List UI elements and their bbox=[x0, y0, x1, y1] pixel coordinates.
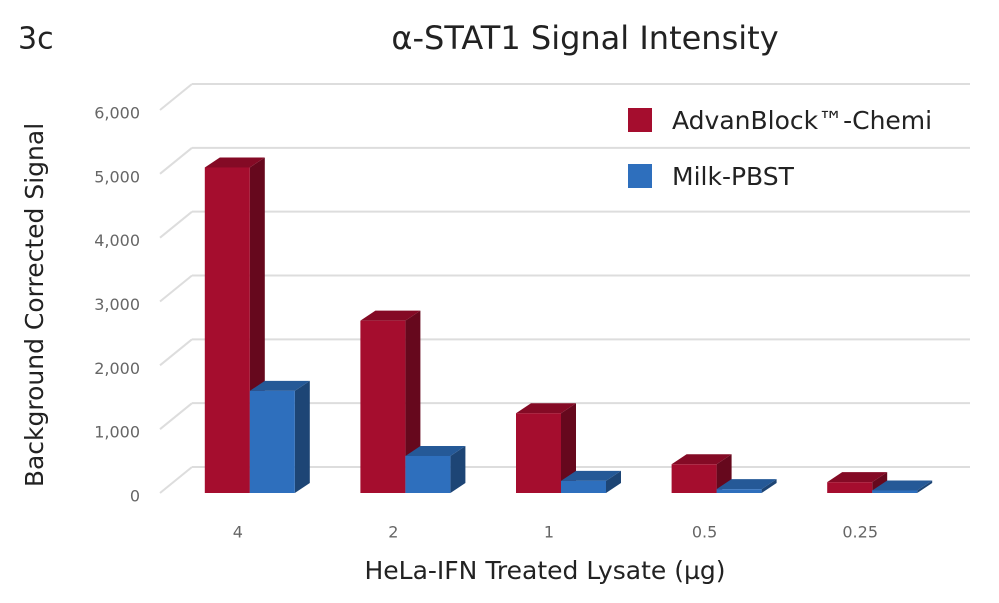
y-tick-label: 4,000 bbox=[94, 231, 140, 250]
y-tick-label: 2,000 bbox=[94, 359, 140, 378]
bar-side bbox=[294, 380, 310, 493]
bar-side bbox=[561, 403, 576, 493]
grid-line bbox=[159, 83, 193, 111]
x-tick-label: 0.25 bbox=[842, 523, 878, 542]
bar bbox=[405, 455, 451, 493]
bar bbox=[827, 482, 873, 493]
bar bbox=[249, 390, 295, 493]
x-tick-label: 0.5 bbox=[692, 523, 717, 542]
legend-label: AdvanBlock™-Chemi bbox=[672, 106, 932, 135]
y-tick-label: 3,000 bbox=[94, 295, 140, 314]
bar bbox=[204, 167, 250, 493]
legend-swatch bbox=[628, 164, 652, 188]
bar-side bbox=[872, 472, 888, 493]
bar bbox=[360, 320, 406, 493]
bar-side bbox=[761, 479, 777, 493]
bar bbox=[671, 464, 717, 493]
bar bbox=[872, 490, 918, 493]
grid-line bbox=[159, 147, 193, 175]
bar-top bbox=[204, 157, 265, 168]
panel-label: 3c bbox=[18, 22, 54, 57]
y-tick-label: 1,000 bbox=[94, 423, 140, 442]
bar-top bbox=[716, 479, 777, 490]
chart-title: α-STAT1 Signal Intensity bbox=[391, 19, 778, 57]
bar-side bbox=[606, 470, 621, 493]
legend-label: Milk-PBST bbox=[672, 162, 795, 191]
grid-line bbox=[159, 274, 193, 303]
bar-side bbox=[405, 310, 421, 493]
legend-swatch bbox=[628, 108, 652, 132]
bar-top bbox=[360, 310, 421, 321]
grid-line bbox=[159, 466, 193, 494]
bar-top bbox=[561, 470, 621, 481]
x-tick-label: 1 bbox=[544, 523, 554, 542]
bar-side bbox=[450, 445, 466, 493]
bar bbox=[561, 480, 606, 493]
bar bbox=[716, 489, 762, 493]
bar-top bbox=[827, 472, 888, 483]
bar-top bbox=[516, 403, 576, 414]
y-tick-label: 0 bbox=[130, 487, 140, 506]
y-tick-label: 5,000 bbox=[94, 167, 140, 186]
bar-top bbox=[249, 380, 310, 391]
bar bbox=[516, 413, 561, 493]
x-tick-label: 2 bbox=[388, 523, 398, 542]
bar-top bbox=[671, 454, 732, 465]
x-tick-label: 4 bbox=[233, 523, 243, 542]
bar-top bbox=[872, 480, 933, 491]
bar-side bbox=[917, 480, 933, 493]
x-axis-label: HeLa-IFN Treated Lysate (µg) bbox=[364, 556, 725, 585]
y-tick-label: 6,000 bbox=[94, 104, 140, 123]
grid-line bbox=[159, 210, 193, 239]
bar-top bbox=[405, 445, 466, 456]
grid-line bbox=[159, 338, 193, 367]
grid-line bbox=[159, 402, 193, 430]
y-axis-label: Background Corrected Signal bbox=[20, 123, 49, 487]
